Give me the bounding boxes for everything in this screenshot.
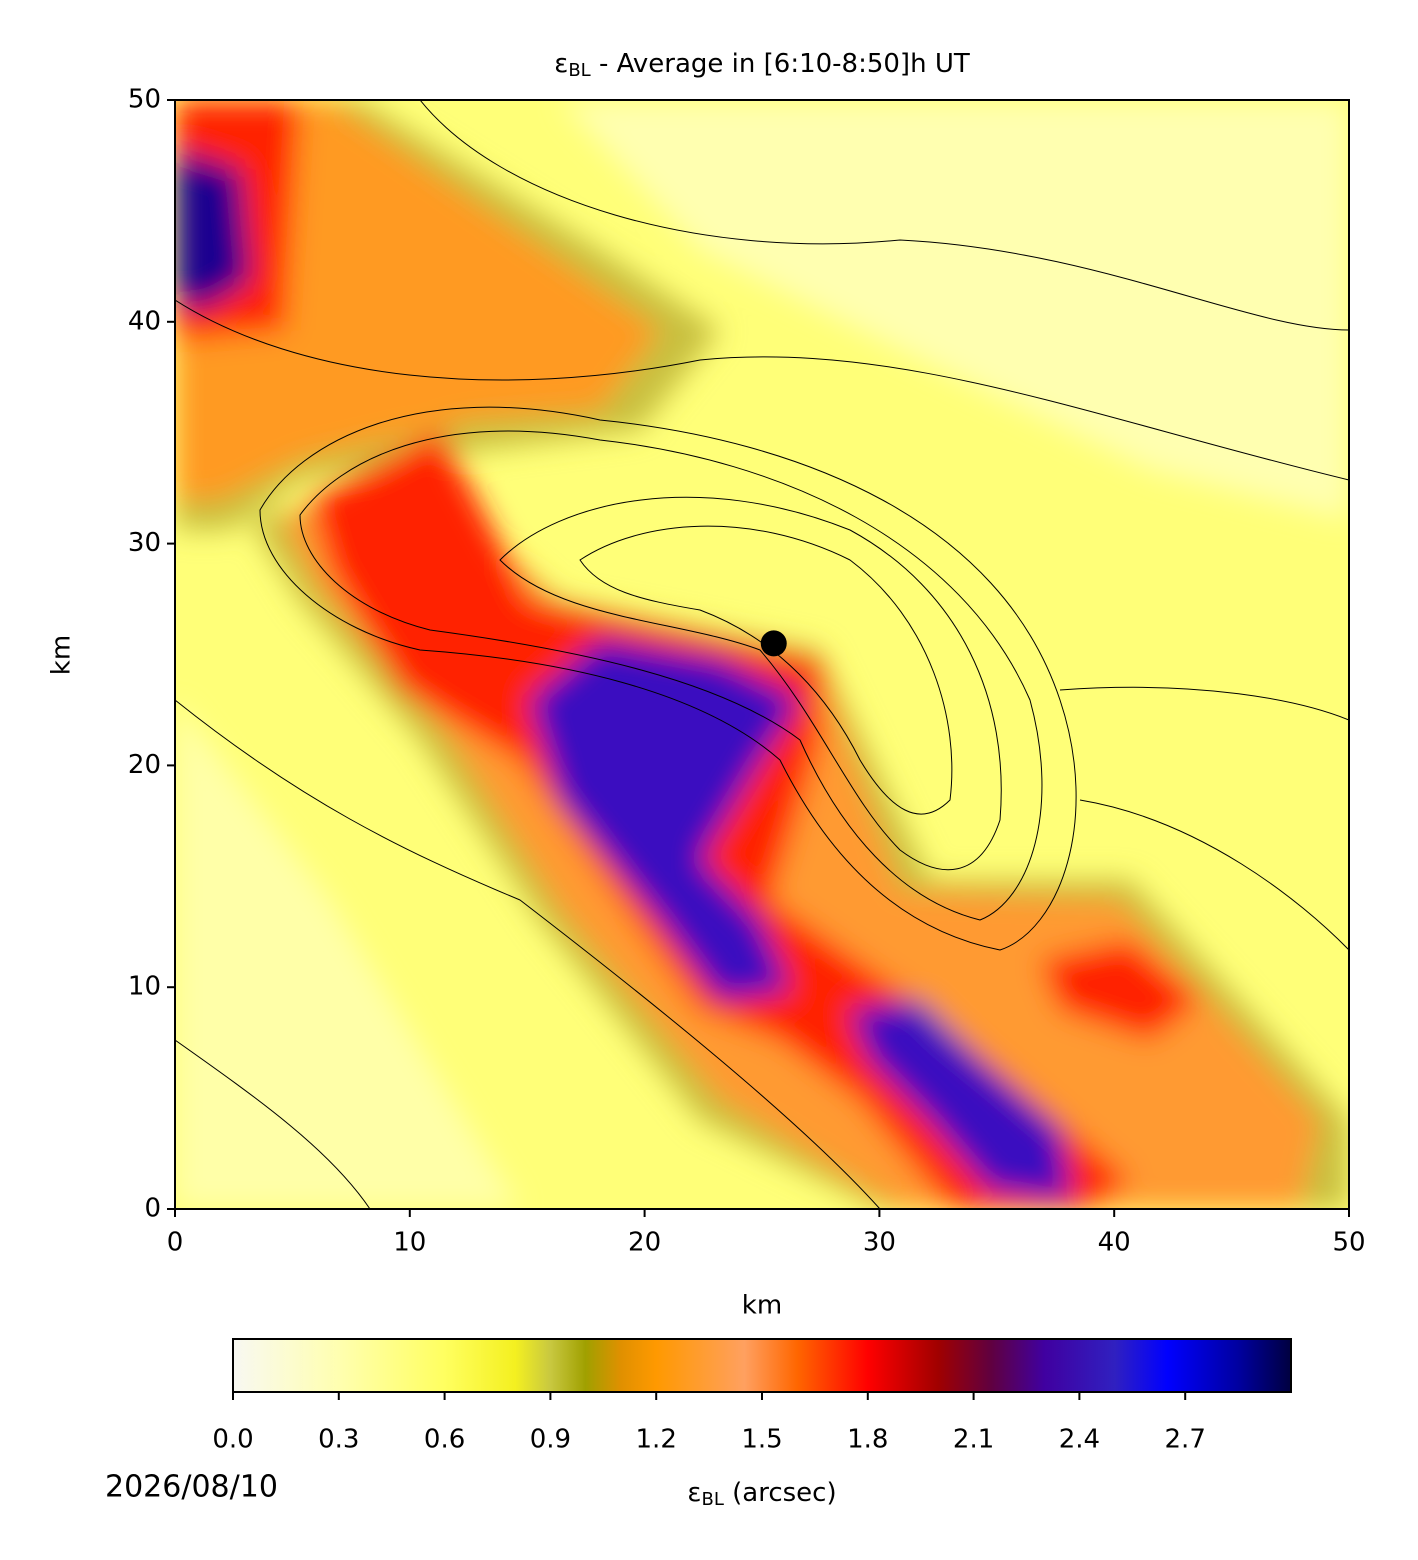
date: 2026/08/10: [105, 1470, 278, 1505]
colorbar-tick-label: 0.6: [424, 1425, 465, 1455]
contour-line: [175, 1039, 371, 1209]
x-tick-label: 30: [863, 1228, 896, 1258]
x-tick-label: 0: [167, 1228, 184, 1258]
colorbar-tick-label: 2.7: [1165, 1425, 1206, 1455]
y-tick-label: 30: [128, 528, 161, 558]
site-marker: [760, 630, 787, 657]
contour-line: [579, 525, 953, 815]
colorbar-label-symbol: ε: [687, 1478, 701, 1508]
field-shape: [850, 1000, 1070, 1200]
y-tick-label: 40: [128, 306, 161, 336]
colorbar-label-subscript: BL: [701, 1489, 723, 1510]
colorbar-label-text: (arcsec): [724, 1478, 837, 1508]
contours: [175, 100, 1349, 1209]
y-axis-label: km: [47, 635, 77, 675]
field-shape: [1040, 940, 1200, 1040]
title-symbol: ε: [554, 49, 568, 79]
y-tick-label: 50: [128, 85, 161, 115]
y-tick-label: 0: [144, 1194, 161, 1224]
field-shape: [530, 640, 800, 1000]
contour-line: [1059, 686, 1349, 721]
field-shape: [175, 700, 520, 1209]
colorbar-tick-label: 2.1: [953, 1425, 994, 1455]
x-axis-label: km: [742, 1291, 782, 1321]
colorbar-tick-label: 1.2: [636, 1425, 677, 1455]
field-shape: [175, 150, 250, 310]
colorbar-tick-label: 2.4: [1059, 1425, 1100, 1455]
title-subscript: BL: [568, 60, 590, 81]
contour-line: [419, 100, 1349, 331]
x-tick-label: 10: [393, 1228, 426, 1258]
colorbar: [232, 1338, 1292, 1393]
title-text: - Average in [6:10-8:50]h UT: [591, 49, 970, 79]
colorbar-label: εBL (arcsec): [687, 1478, 836, 1511]
colorbar-tick-label: 1.5: [741, 1425, 782, 1455]
colorbar-tick-label: 0.9: [530, 1425, 571, 1455]
x-tick-label: 20: [628, 1228, 661, 1258]
contour-line: [499, 496, 1002, 871]
x-tick-label: 40: [1098, 1228, 1131, 1258]
chart-title: εBL - Average in [6:10-8:50]h UT: [554, 49, 970, 82]
plot-frame: [174, 99, 1350, 1210]
colorbar-tick-label: 1.8: [847, 1425, 888, 1455]
contour-line: [299, 430, 1043, 921]
contour-line: [175, 699, 881, 1209]
x-tick-label: 50: [1332, 1228, 1365, 1258]
contour-line: [1079, 799, 1349, 951]
contour-line: [175, 299, 1349, 481]
y-tick-label: 10: [128, 972, 161, 1002]
colorbar-tick-label: 0.3: [318, 1425, 359, 1455]
field-shape: [175, 100, 660, 500]
y-tick-label: 20: [128, 750, 161, 780]
contour-line: [259, 406, 1077, 951]
field-shape: [560, 100, 1349, 520]
field-shapes: [175, 100, 1349, 1209]
colorbar-tick-label: 0.0: [212, 1425, 253, 1455]
field: [175, 100, 1349, 1209]
